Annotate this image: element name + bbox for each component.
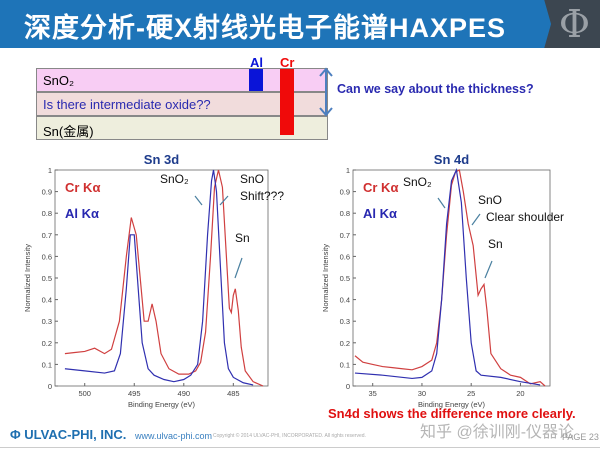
copyright: Copyright © 2014 ULVAC-PHI, INCORPORATED… <box>213 433 366 439</box>
y-tick-label: 0.4 <box>42 296 52 305</box>
y-tick-label: 0.7 <box>340 231 350 240</box>
phi-logo-icon: Φ <box>558 2 590 46</box>
annotation: SnO₂ <box>403 175 432 189</box>
y-tick-label: 0.1 <box>340 360 350 369</box>
footer-divider <box>0 447 600 448</box>
layer-intermediate: Is there intermediate oxide?? <box>36 92 328 116</box>
company-url[interactable]: www.ulvac-phi.com <box>135 431 213 441</box>
series-line-al-ka <box>64 169 254 386</box>
y-tick-label: 0 <box>48 382 52 391</box>
layer-sno2: SnO₂ <box>36 68 328 92</box>
annotation-arrow-icon <box>194 195 203 206</box>
y-tick-label: 0 <box>346 382 350 391</box>
legend-entry: Cr Kα <box>363 180 398 195</box>
chart-title: Sn 3d <box>144 152 179 167</box>
company-logo: Φ ULVAC-PHI, INC. <box>10 427 126 442</box>
y-tick-label: 0.5 <box>340 274 350 283</box>
al-probe-depth-bar <box>249 69 263 91</box>
y-tick-label: 0.3 <box>340 317 350 326</box>
y-tick-label: 0.1 <box>42 360 52 369</box>
x-tick-label: 25 <box>467 389 475 398</box>
company-name: ULVAC-PHI, INC. <box>24 427 127 442</box>
slide-title: 深度分析-硬X射线光电子能谱HAXPES <box>24 13 507 43</box>
phi-small-icon: Φ <box>10 427 25 442</box>
y-axis-label: Normalized Intensity <box>321 244 330 312</box>
annotation: Sn <box>235 231 250 245</box>
annotation: Clear shoulder <box>486 210 564 224</box>
x-tick-label: 20 <box>516 389 524 398</box>
sn4d-chart: Sn 4d 0 0.1 0.2 0.3 0.4 0.5 0.6 0.7 0.8 0.9 1 35 30 25… <box>321 152 564 409</box>
y-tick-label: 1 <box>346 166 350 175</box>
logo-background <box>544 0 600 48</box>
x-axis-label: Binding Energy (eV) <box>128 400 196 409</box>
annotation-arrow-icon <box>234 257 243 279</box>
watermark: 知乎 @徐训刚-仪器论 <box>420 424 575 441</box>
plot-frame <box>352 169 551 387</box>
y-tick-label: 0.4 <box>340 296 350 305</box>
y-tick-label: 0.2 <box>340 339 350 348</box>
x-tick-label: 30 <box>418 389 426 398</box>
y-tick-label: 0.8 <box>42 209 52 218</box>
y-tick-label: 0.3 <box>42 317 52 326</box>
y-tick-label: 1 <box>48 166 52 175</box>
series-line-cr-ka <box>354 169 546 387</box>
cr-probe-depth-bar <box>280 69 294 135</box>
thickness-double-arrow-icon <box>319 67 333 117</box>
x-tick-label: 490 <box>178 389 191 398</box>
y-tick-label: 0.6 <box>42 252 52 261</box>
al-beam-label: Al <box>250 55 263 70</box>
annotation-arrow-icon <box>484 260 493 279</box>
annotation-arrow-icon <box>219 195 229 206</box>
x-tick-label: 495 <box>128 389 141 398</box>
y-axis-label: Normalized Intensity <box>23 244 32 312</box>
y-tick-label: 0.9 <box>42 188 52 197</box>
page-number: PAGE 23 <box>562 432 599 442</box>
sn3d-chart: Sn 3d 0 0.1 0.2 0.3 0.4 0.5 0.6 0.7 0.8 0.9 1 500 495… <box>23 152 284 409</box>
legend-entry: Cr Kα <box>65 180 100 195</box>
y-tick-label: 0.5 <box>42 274 52 283</box>
x-tick-label: 500 <box>78 389 91 398</box>
x-axis-label: Binding Energy (eV) <box>418 400 486 409</box>
cr-beam-label: Cr <box>280 55 295 70</box>
annotation-arrow-icon <box>471 213 481 226</box>
y-tick-label: 0.9 <box>340 188 350 197</box>
conclusion-text: Sn4d shows the difference more clearly. <box>328 406 576 421</box>
series-line-al-ka <box>354 167 541 386</box>
annotation: SnO₂ <box>160 172 189 186</box>
legend-entry: Al Kα <box>363 206 397 221</box>
thickness-question: Can we say about the thickness? <box>337 82 534 96</box>
annotation: Sn <box>488 237 503 251</box>
legend-entry: Al Kα <box>65 206 99 221</box>
x-tick-label: 35 <box>369 389 377 398</box>
annotation-arrow-icon <box>437 197 446 209</box>
chart-title: Sn 4d <box>434 152 469 167</box>
slide-header: 深度分析-硬X射线光电子能谱HAXPES Φ <box>0 0 600 48</box>
y-tick-label: 0.2 <box>42 339 52 348</box>
layer-sn-metal: Sn(金属) <box>36 116 328 140</box>
annotation: SnO <box>240 172 264 186</box>
annotation: Shift??? <box>240 189 284 203</box>
annotation: SnO <box>478 193 502 207</box>
x-tick-label: 485 <box>227 389 240 398</box>
y-tick-label: 0.8 <box>340 209 350 218</box>
y-tick-label: 0.6 <box>340 252 350 261</box>
series-line-cr-ka <box>64 169 264 387</box>
y-tick-label: 0.7 <box>42 231 52 240</box>
